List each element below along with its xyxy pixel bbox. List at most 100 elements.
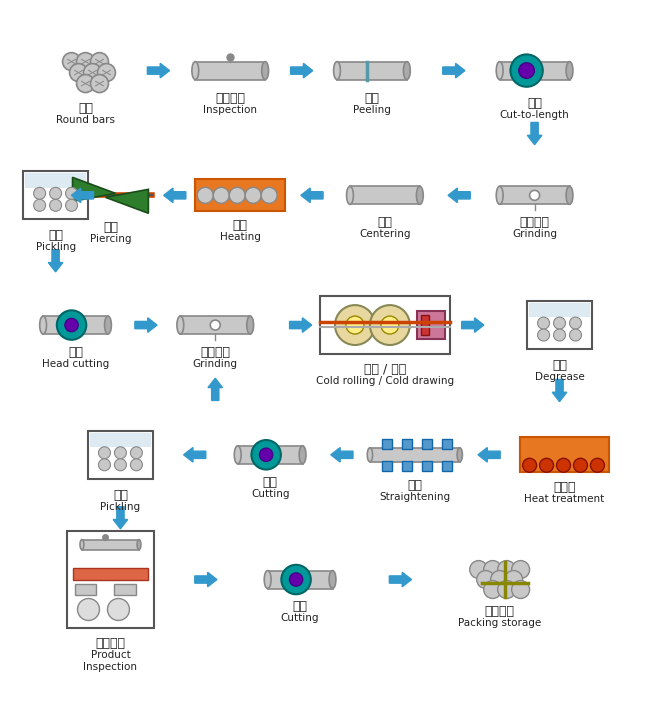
Bar bbox=[382, 439, 392, 449]
Circle shape bbox=[519, 62, 535, 78]
Circle shape bbox=[33, 200, 45, 212]
Circle shape bbox=[346, 316, 364, 334]
Circle shape bbox=[498, 561, 516, 579]
Text: Cutting: Cutting bbox=[281, 613, 319, 623]
Bar bbox=[382, 461, 392, 471]
Text: Straightening: Straightening bbox=[379, 492, 450, 502]
Text: Inspection: Inspection bbox=[203, 104, 257, 114]
Circle shape bbox=[538, 317, 549, 329]
Bar bbox=[90, 433, 151, 447]
Circle shape bbox=[553, 317, 565, 329]
Circle shape bbox=[245, 187, 261, 203]
Text: 检查修磨: 检查修磨 bbox=[200, 346, 230, 359]
Polygon shape bbox=[553, 379, 567, 402]
Circle shape bbox=[261, 187, 277, 203]
Circle shape bbox=[210, 320, 220, 330]
Circle shape bbox=[130, 459, 142, 471]
Circle shape bbox=[108, 599, 129, 621]
Bar bbox=[520, 437, 609, 472]
Text: Packing storage: Packing storage bbox=[458, 618, 541, 628]
Ellipse shape bbox=[192, 62, 199, 80]
Text: Product
Inspection: Product Inspection bbox=[84, 650, 137, 672]
Ellipse shape bbox=[347, 186, 353, 204]
Bar bbox=[417, 311, 445, 339]
Polygon shape bbox=[208, 378, 223, 400]
Circle shape bbox=[114, 459, 126, 471]
Circle shape bbox=[540, 458, 553, 472]
Bar bbox=[23, 171, 88, 219]
Ellipse shape bbox=[234, 446, 241, 464]
Text: Degrease: Degrease bbox=[535, 372, 585, 382]
Bar bbox=[337, 62, 407, 80]
Circle shape bbox=[484, 561, 502, 579]
Bar bbox=[350, 186, 420, 204]
Polygon shape bbox=[301, 188, 323, 202]
Ellipse shape bbox=[137, 540, 141, 550]
Bar bbox=[114, 584, 136, 596]
Text: Centering: Centering bbox=[359, 229, 411, 239]
Bar bbox=[421, 315, 429, 335]
Bar bbox=[82, 540, 139, 550]
Bar bbox=[43, 316, 108, 334]
Circle shape bbox=[50, 187, 62, 200]
Ellipse shape bbox=[367, 448, 373, 462]
Text: 去油: 去油 bbox=[552, 359, 567, 372]
Bar bbox=[442, 439, 452, 449]
Circle shape bbox=[477, 571, 494, 589]
Text: Cut-to-length: Cut-to-length bbox=[500, 109, 569, 119]
Ellipse shape bbox=[496, 62, 503, 80]
Ellipse shape bbox=[566, 186, 573, 204]
Bar bbox=[500, 186, 569, 204]
Bar bbox=[422, 461, 432, 471]
Circle shape bbox=[553, 329, 565, 341]
Ellipse shape bbox=[177, 316, 184, 334]
Circle shape bbox=[370, 305, 410, 345]
Polygon shape bbox=[448, 188, 470, 202]
Ellipse shape bbox=[299, 446, 306, 464]
Text: 酸洗: 酸洗 bbox=[113, 488, 128, 502]
Text: Peeling: Peeling bbox=[353, 104, 391, 114]
Text: Piercing: Piercing bbox=[90, 234, 131, 244]
Polygon shape bbox=[147, 63, 169, 78]
Text: 定心: 定心 bbox=[377, 217, 393, 229]
Bar bbox=[500, 62, 569, 80]
Circle shape bbox=[530, 190, 540, 200]
Polygon shape bbox=[113, 507, 128, 529]
Circle shape bbox=[98, 447, 110, 459]
Polygon shape bbox=[462, 318, 484, 332]
Circle shape bbox=[213, 187, 229, 203]
Bar bbox=[195, 62, 265, 80]
Text: Heating: Heating bbox=[219, 232, 261, 242]
Text: 穿孔: 穿孔 bbox=[103, 222, 118, 234]
Polygon shape bbox=[290, 318, 312, 332]
Polygon shape bbox=[478, 447, 500, 462]
Circle shape bbox=[591, 458, 604, 472]
Bar bbox=[66, 530, 155, 628]
Bar bbox=[370, 448, 460, 462]
Circle shape bbox=[504, 571, 522, 589]
Text: Cutting: Cutting bbox=[251, 488, 290, 498]
Ellipse shape bbox=[566, 62, 573, 80]
Bar bbox=[181, 316, 250, 334]
Polygon shape bbox=[183, 447, 206, 462]
Circle shape bbox=[76, 53, 94, 70]
Text: 切管: 切管 bbox=[292, 601, 308, 613]
Circle shape bbox=[470, 561, 488, 579]
Bar bbox=[74, 584, 96, 596]
Text: 矫直: 矫直 bbox=[407, 479, 422, 492]
Text: Grinding: Grinding bbox=[193, 359, 237, 369]
Text: 加热: 加热 bbox=[233, 219, 248, 232]
Circle shape bbox=[512, 581, 530, 599]
Circle shape bbox=[197, 187, 213, 203]
Text: 成品检验: 成品检验 bbox=[96, 638, 126, 650]
Bar bbox=[442, 461, 452, 471]
Circle shape bbox=[70, 64, 88, 82]
Text: 包装入库: 包装入库 bbox=[484, 606, 514, 618]
Ellipse shape bbox=[262, 62, 268, 80]
Circle shape bbox=[569, 317, 581, 329]
Circle shape bbox=[76, 75, 94, 92]
Text: Pickling: Pickling bbox=[100, 502, 140, 512]
Circle shape bbox=[335, 305, 375, 345]
Text: 冷轧 / 冷拔: 冷轧 / 冷拔 bbox=[364, 363, 406, 376]
Circle shape bbox=[569, 329, 581, 341]
